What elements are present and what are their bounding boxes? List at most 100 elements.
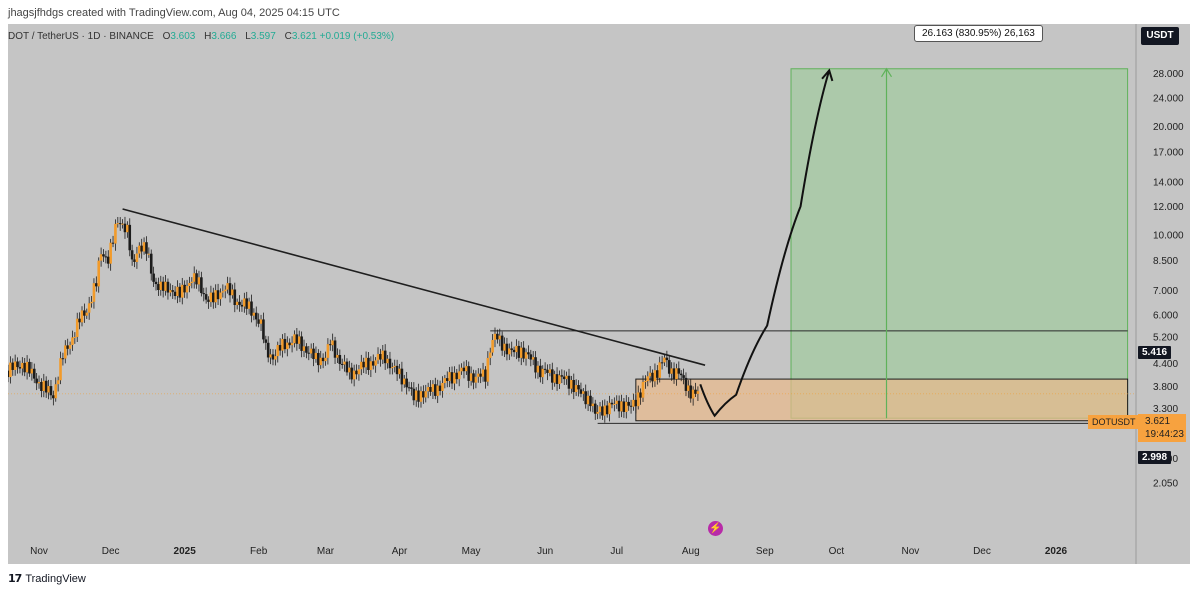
candle-body	[508, 348, 511, 355]
candle-body	[233, 289, 237, 306]
candle-body	[235, 301, 239, 306]
candle-body	[59, 358, 62, 381]
candle-body	[142, 242, 146, 252]
support-price-flag: 2.998	[1138, 451, 1172, 464]
candle-body	[441, 383, 444, 391]
candle-body	[567, 375, 571, 389]
candle-body	[192, 273, 196, 282]
y-tick-label: 4.400	[1153, 359, 1178, 370]
x-tick-label: Jun	[537, 546, 553, 557]
candle-body	[675, 368, 678, 380]
candle-body	[42, 380, 46, 391]
candle-body	[343, 361, 346, 365]
candle-body	[99, 254, 103, 261]
candle-body	[35, 378, 38, 384]
candle-body	[288, 342, 291, 346]
candle-body	[453, 372, 456, 384]
candle-body	[140, 245, 143, 252]
candle-body	[474, 376, 478, 383]
candle-body	[159, 281, 163, 291]
candle-body	[615, 400, 619, 404]
price-chart[interactable]: 28.000 24.000 20.000 17.000 14.000 12.000 10.0…	[8, 24, 1190, 564]
candle-body	[245, 298, 249, 309]
candle-body	[560, 375, 564, 377]
candle-body	[577, 385, 580, 390]
candle-body	[188, 282, 191, 286]
candle-body	[352, 370, 356, 380]
candle-body	[295, 334, 299, 344]
candle-body	[445, 378, 449, 381]
lightning-icon[interactable]: ⚡	[708, 521, 723, 536]
candle-body	[54, 384, 58, 399]
candle-body	[207, 299, 210, 302]
candle-body	[546, 369, 549, 373]
candle-body	[424, 391, 428, 398]
candle-body	[391, 367, 394, 369]
candle-body	[598, 406, 602, 412]
candle-body	[519, 347, 523, 358]
candle-body	[164, 281, 167, 291]
candle-body	[684, 377, 688, 391]
close-label: C	[284, 31, 292, 42]
candle-body	[689, 385, 693, 399]
candle-body	[522, 347, 525, 359]
candle-body	[40, 381, 43, 391]
x-tick-label: Apr	[392, 546, 408, 557]
candle-body	[338, 354, 342, 364]
candle-body	[541, 368, 545, 378]
candle-body	[252, 312, 256, 316]
y-tick-label: 12.000	[1153, 202, 1184, 213]
candle-body	[102, 254, 105, 257]
candle-body	[407, 387, 411, 389]
candle-body	[460, 367, 463, 372]
candle-body	[11, 362, 15, 370]
y-tick-label: 3.300	[1153, 404, 1178, 415]
candle-body	[240, 304, 244, 307]
y-tick-label: 14.000	[1153, 178, 1184, 189]
candle-body	[691, 389, 695, 399]
candle-body	[321, 357, 325, 362]
candle-body	[209, 292, 213, 302]
symbol-title[interactable]: DOT / TetherUS · 1D · BINANCE	[8, 31, 154, 42]
candle-body	[651, 372, 654, 382]
candle-body	[247, 301, 251, 309]
footer-brand[interactable]: 17 TradingView	[8, 572, 86, 585]
candle-body	[21, 362, 24, 369]
candle-body	[395, 365, 399, 375]
candle-body	[223, 289, 227, 292]
candle-body	[629, 405, 633, 407]
candle-body	[154, 281, 158, 285]
candle-body	[636, 392, 640, 407]
candle-body	[369, 361, 373, 371]
candle-body	[386, 358, 389, 364]
y-tick-label: 3.800	[1153, 382, 1178, 393]
candle-body	[314, 352, 318, 360]
candle-body	[539, 365, 542, 378]
candle-body	[28, 361, 31, 374]
candle-body	[496, 333, 499, 340]
candle-body	[591, 403, 595, 407]
candle-body	[672, 368, 676, 380]
candle-body	[400, 368, 404, 385]
low-label: L	[245, 31, 251, 42]
candle-body	[622, 401, 626, 412]
candle-body	[243, 298, 246, 307]
candle-body	[307, 352, 311, 354]
candle-body	[176, 286, 179, 296]
candle-body	[653, 370, 657, 382]
candle-body	[476, 373, 480, 377]
candle-body	[479, 373, 482, 377]
candle-body	[696, 391, 700, 394]
chart-area[interactable]: 28.000 24.000 20.000 17.000 14.000 12.000 10.0…	[8, 24, 1190, 564]
x-tick-label: Dec	[102, 546, 120, 557]
change-value: +0.019 (+0.53%)	[319, 31, 395, 42]
candle-body	[608, 402, 611, 415]
candle-body	[438, 385, 442, 391]
candle-body	[283, 338, 287, 350]
candle-body	[145, 242, 148, 254]
x-tick-label: Nov	[30, 546, 48, 557]
projection-curve	[699, 70, 831, 418]
candle-body	[412, 388, 416, 401]
currency-button[interactable]: USDT	[1141, 27, 1179, 45]
candle-body	[550, 369, 554, 383]
